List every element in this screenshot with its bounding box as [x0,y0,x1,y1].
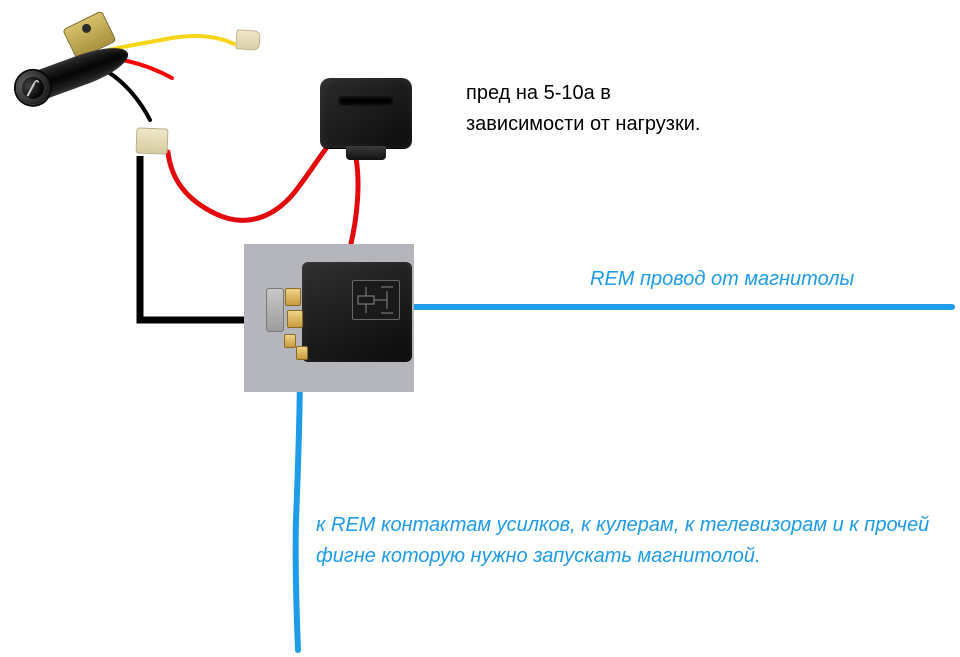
relay-body [302,262,412,362]
relay-terminal-85 [284,334,296,348]
relay-terminal-87 [285,288,301,306]
rem-from-head-unit-text: REM провод от магнитолы [590,264,950,295]
relay-terminal-30 [287,310,303,328]
fuse-holder [314,78,424,178]
fuse-note-text: пред на 5-10а в зависимости от нагрузки. [466,78,726,140]
wire-red-to-fuse [168,146,328,220]
relay-terminal-86 [296,346,308,360]
fuse-slot [338,96,394,106]
wire-rem-vertical [296,362,300,650]
bracket-hole [81,22,93,34]
spade-connector-1 [235,29,260,51]
fuse-tabs [346,146,386,160]
rem-to-loads-text: к REM контактам усилков, к кулерам, к те… [316,510,936,572]
relay-mount-bracket [266,288,284,332]
spade-connector-2 [136,127,169,154]
fuse-shell [320,78,412,148]
relay-schematic-icon [352,280,400,320]
cigarette-lighter [0,0,188,148]
